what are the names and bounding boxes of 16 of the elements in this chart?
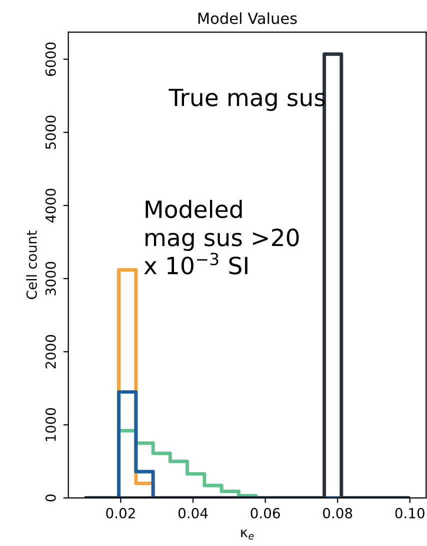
x-tick-label: 0.04 bbox=[178, 508, 208, 518]
chart-title: Model Values bbox=[198, 12, 297, 24]
y-tick-label: 0 bbox=[45, 494, 56, 502]
y-tick-label: 4000 bbox=[45, 188, 56, 222]
x-tick-label: 0.06 bbox=[250, 508, 280, 518]
y-tick-label: 1000 bbox=[45, 408, 56, 441]
annotation: Modeled mag sus >20 x 10$^{−3}$ SI bbox=[144, 200, 299, 274]
x-tick-label: 0.02 bbox=[106, 508, 135, 518]
y-tick-label: 5000 bbox=[45, 116, 56, 149]
y-tick-label: 6000 bbox=[45, 42, 56, 76]
x-axis-title: κ$_{e}$ bbox=[241, 530, 254, 540]
y-axis-title: Cell count bbox=[26, 230, 37, 300]
y-tick-label: 2000 bbox=[45, 334, 56, 368]
x-tick-label: 0.08 bbox=[323, 508, 352, 518]
y-tick-label: 3000 bbox=[45, 262, 56, 296]
x-tick-label: 0.10 bbox=[395, 508, 424, 518]
